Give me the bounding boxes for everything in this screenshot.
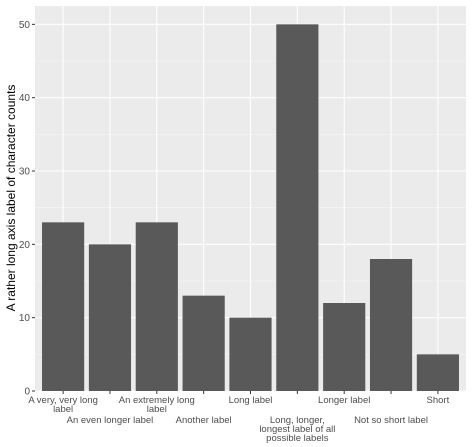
bar <box>416 354 459 391</box>
bar <box>323 303 366 391</box>
x-tick-label: An even longer label <box>67 415 154 426</box>
y-tick-label: 10 <box>19 313 31 324</box>
y-axis: 0 10 20 30 40 50 <box>19 20 35 398</box>
x-tick-label: Short <box>427 395 450 406</box>
bar <box>229 317 272 391</box>
x-tick-label: Long label <box>229 395 273 406</box>
x-tick-label: An extremely long label <box>119 395 195 415</box>
bar <box>369 259 413 391</box>
x-tick-label: Longer label <box>318 395 370 406</box>
y-axis-title: A rather long axis label of character co… <box>4 85 18 312</box>
x-tick-label: Not so short label <box>354 415 428 426</box>
y-tick-label: 50 <box>19 20 31 31</box>
bars <box>42 24 459 391</box>
y-tick-label: 40 <box>19 93 31 104</box>
x-tick-label: Another label <box>176 415 232 426</box>
bar <box>42 222 85 391</box>
bar <box>88 244 132 391</box>
y-tick-label: 0 <box>24 387 30 398</box>
x-tick-label: A very, very long label <box>28 395 98 415</box>
y-tick-label: 20 <box>19 240 31 251</box>
y-tick-label: 30 <box>19 167 31 178</box>
bar <box>135 222 178 391</box>
x-tick-label: Long, longer, longest label of all possibl… <box>259 415 335 444</box>
bar <box>182 295 225 391</box>
bar <box>276 24 319 391</box>
